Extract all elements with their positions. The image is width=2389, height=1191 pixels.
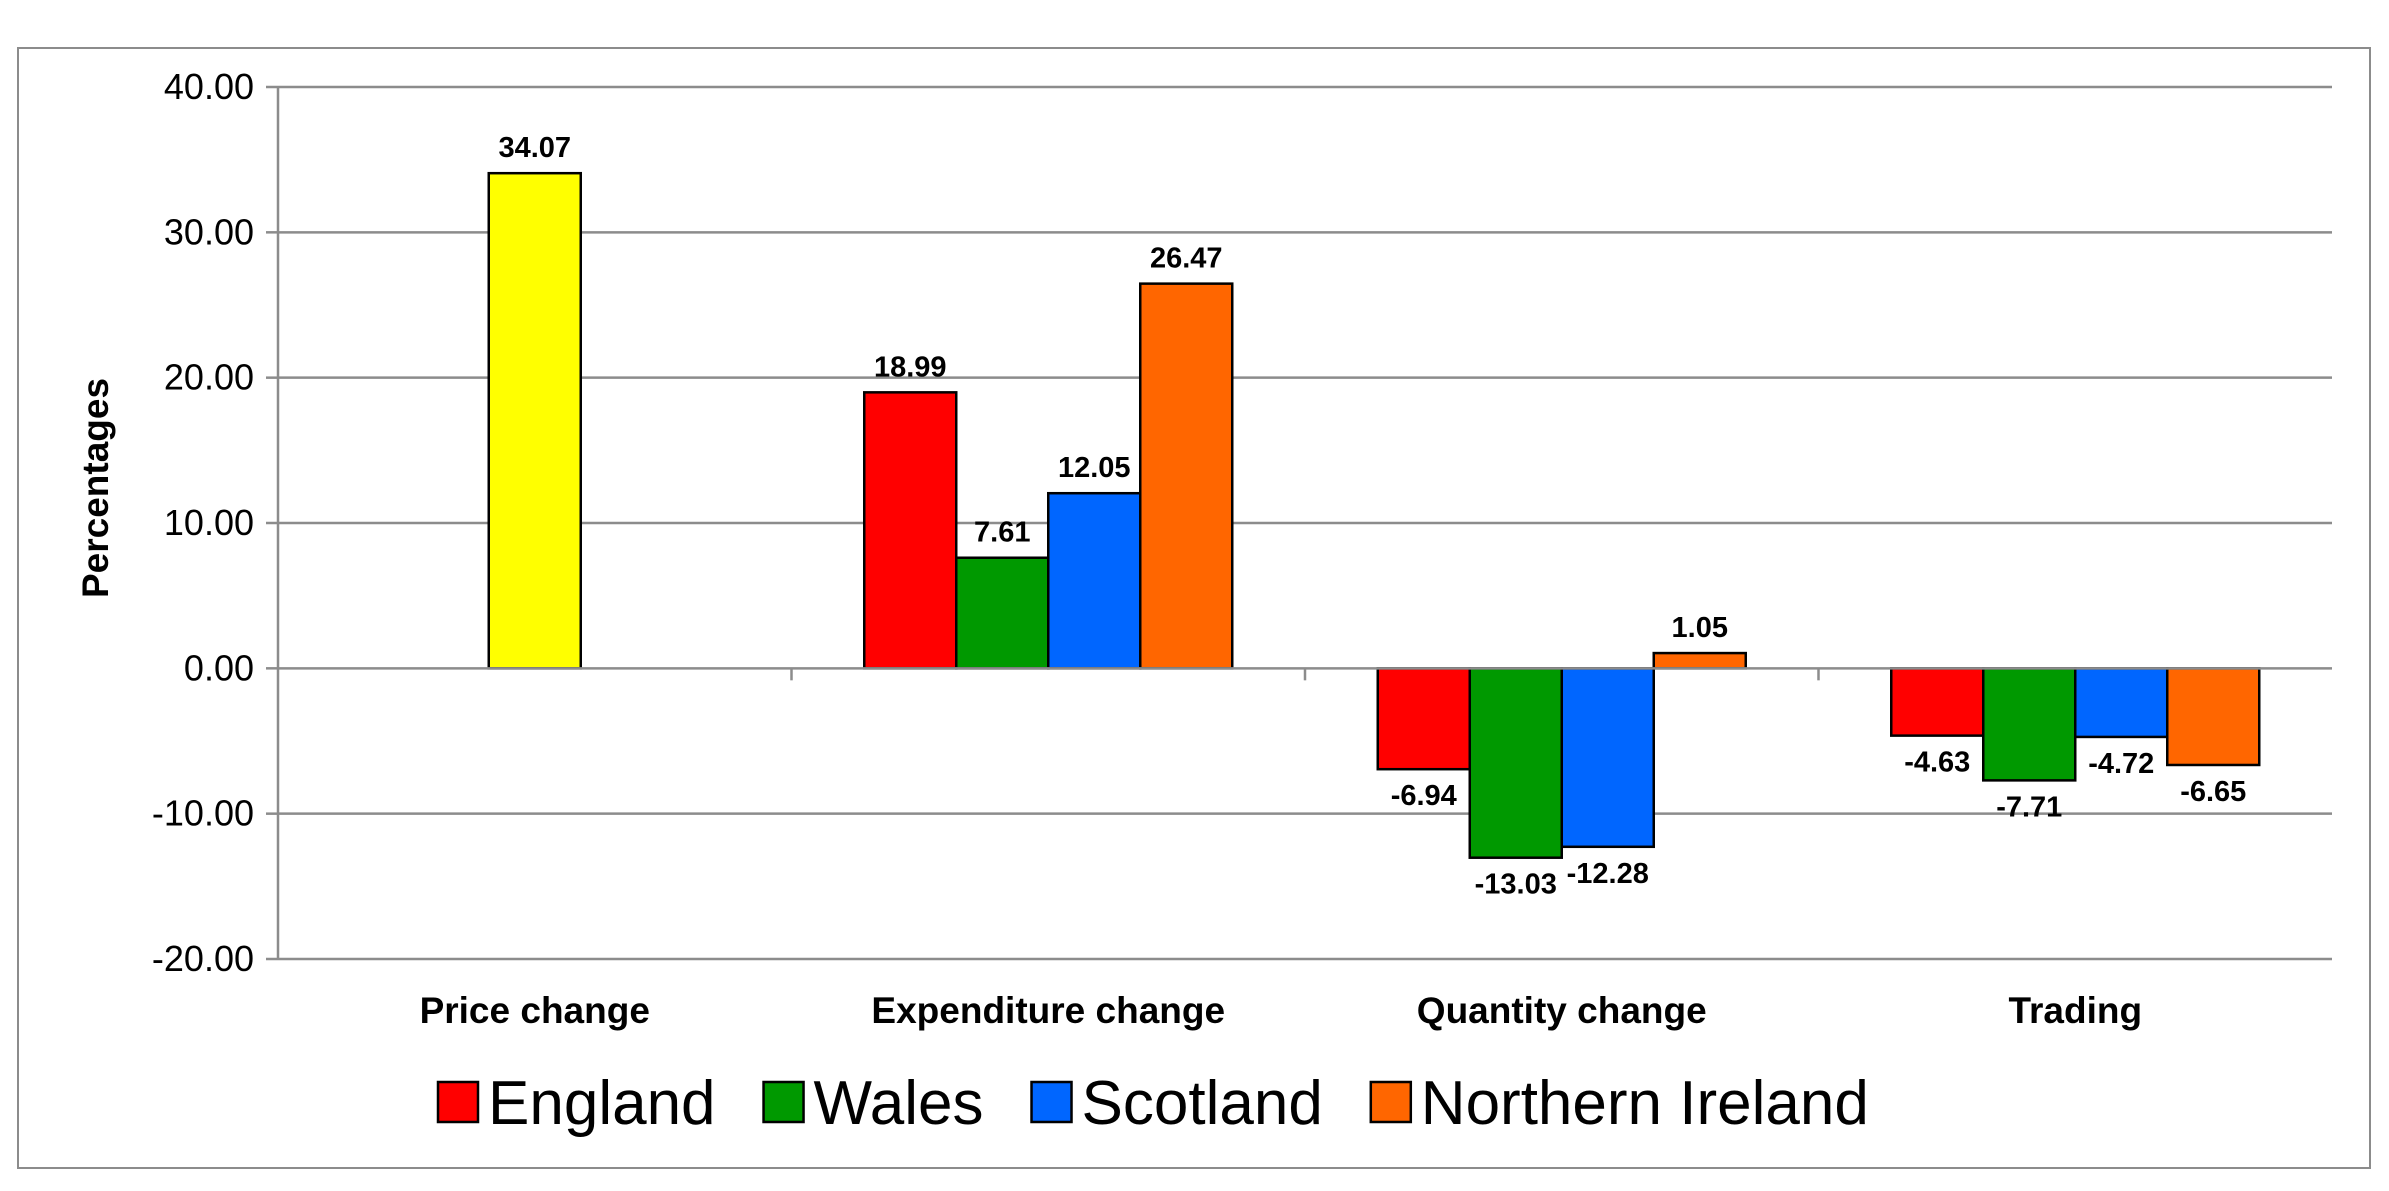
gridlines (278, 85, 2332, 961)
legend-label: Wales (814, 1069, 984, 1138)
y-tick-label: -20.00 (152, 938, 254, 979)
data-label: -6.94 (1391, 780, 1457, 812)
legend-swatch (436, 1080, 480, 1124)
bar-scotland (1560, 667, 1655, 849)
legend-swatch (762, 1080, 805, 1124)
y-tick-label: 40.00 (164, 66, 254, 107)
bar-england (1376, 667, 1471, 771)
category-label: Price change (420, 990, 650, 1031)
bar-wales (1982, 667, 2077, 782)
axes: 40.00 30.00 20.00 10.00 0.00 -10.00 -20.00 Perc… (75, 66, 2142, 1031)
legend-label: Scotland (1082, 1069, 1323, 1138)
y-tick-label: 20.00 (164, 357, 254, 398)
data-label: -13.03 (1475, 869, 1557, 901)
bar-scotland (1047, 491, 1142, 670)
y-tick-label: 30.00 (164, 211, 254, 252)
data-label: 7.61 (974, 517, 1030, 549)
bar-price-change (487, 171, 582, 670)
data-label: 34.07 (498, 132, 571, 164)
bar-england (863, 391, 958, 670)
legend-label: Northern Ireland (1421, 1069, 1869, 1138)
legend-swatch (1030, 1080, 1073, 1124)
y-tick-label: -10.00 (152, 793, 254, 834)
data-label: 12.05 (1058, 452, 1131, 484)
y-tick-label: 0.00 (184, 647, 254, 688)
legend: England Wales Scotland Northern Ireland (436, 1069, 1869, 1138)
data-label: -6.65 (2180, 776, 2246, 808)
bar-england (1890, 667, 1985, 737)
data-labels: 34.07 18.99 7.61 12.05 26.47 -6.94 -13.03 -12.2… (278, 132, 2332, 901)
bar-wales (1468, 667, 1563, 859)
bar-northern-ireland (1652, 651, 1747, 670)
category-label: Expenditure change (871, 990, 1225, 1031)
y-tick-label: 10.00 (164, 502, 254, 543)
category-label: Quantity change (1417, 990, 1707, 1031)
data-label: 18.99 (874, 351, 947, 383)
bar-northern-ireland (1139, 282, 1234, 670)
data-label: 26.47 (1150, 243, 1223, 275)
category-label: Trading (2008, 990, 2142, 1031)
legend-swatch (1369, 1080, 1413, 1124)
y-axis-title: Percentages (75, 378, 116, 598)
data-label: -7.71 (1996, 791, 2062, 823)
legend-label: England (488, 1069, 716, 1138)
data-label: 1.05 (1672, 612, 1728, 644)
bar-scotland (2074, 667, 2169, 739)
bar-wales (955, 556, 1050, 670)
data-label: -4.63 (1904, 747, 1970, 779)
bar-northern-ireland (2166, 667, 2261, 767)
data-label: -12.28 (1567, 858, 1649, 890)
data-label: -4.72 (2088, 748, 2154, 780)
